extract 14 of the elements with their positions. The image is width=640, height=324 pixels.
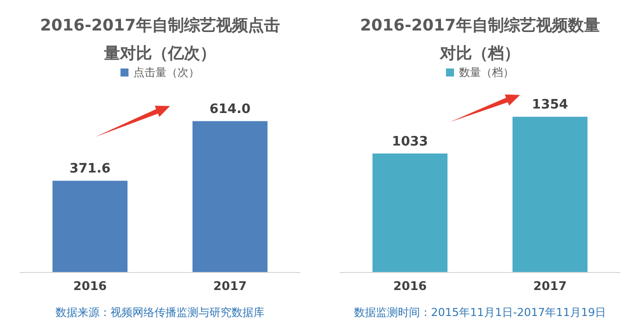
source-note: 数据来源：视频网络传播监测与研究数据库 — [56, 306, 264, 319]
legend-label: 点击量（次） — [134, 66, 200, 79]
data-label: 1033 — [392, 134, 428, 150]
data-label: 371.6 — [69, 162, 111, 177]
chart-title: 2016-2017年自制综艺视频数量对比（档） — [360, 16, 600, 62]
x-tick-label: 2017 — [213, 279, 247, 293]
chart-title: 2016-2017年自制综艺视频点击量对比（亿次） — [40, 16, 280, 62]
x-tick-label: 2017 — [533, 279, 567, 293]
data-label: 614.0 — [209, 102, 251, 118]
legend-label: 数量（档） — [459, 66, 514, 79]
x-tick-label: 2016 — [393, 279, 427, 293]
x-tick-label: 2016 — [73, 279, 107, 293]
data-label: 1354 — [532, 98, 568, 113]
text: 数据监测时间：2015年11月1日-2017年11月19日 — [354, 306, 606, 319]
